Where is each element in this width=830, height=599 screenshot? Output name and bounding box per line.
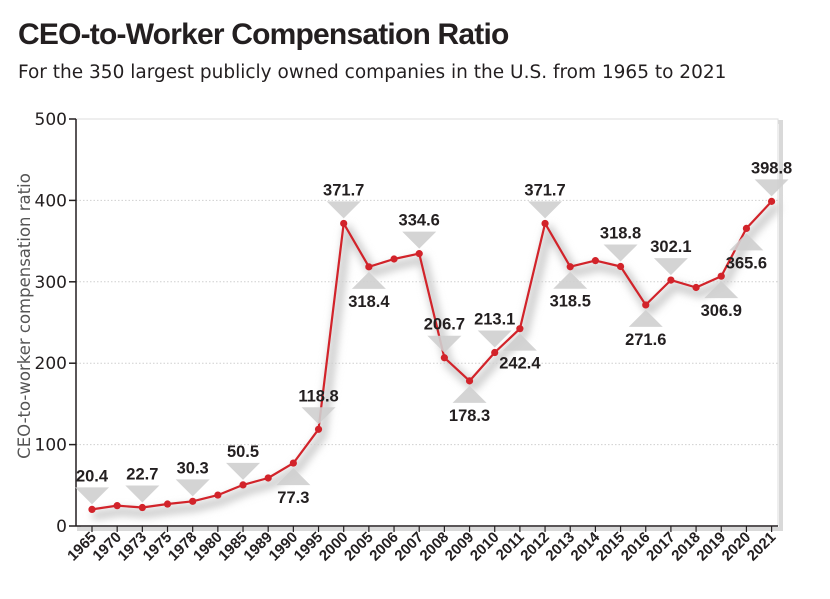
- data-point: [591, 257, 600, 265]
- data-label: 365.6: [726, 254, 767, 272]
- label-marker: [553, 271, 588, 289]
- chart-title: CEO-to-Worker Compensation Ratio: [18, 18, 509, 51]
- label-marker: [477, 330, 512, 348]
- data-point: [214, 491, 222, 499]
- y-tick-label: 500: [35, 110, 67, 130]
- label-marker: [301, 407, 336, 425]
- label-marker: [603, 244, 638, 262]
- data-label: 271.6: [625, 331, 666, 349]
- label-marker: [502, 333, 537, 351]
- data-label: 178.3: [449, 407, 490, 425]
- data-point: [692, 283, 700, 292]
- line-shadow: [91, 202, 781, 520]
- data-point: [415, 250, 423, 258]
- data-point: [717, 272, 725, 280]
- data-label: 398.8: [751, 159, 792, 177]
- series-line: [91, 200, 773, 511]
- data-point: [340, 219, 348, 228]
- data-point: [88, 505, 96, 513]
- label-marker: [326, 201, 361, 219]
- data-label: 213.1: [474, 311, 515, 329]
- data-label: 306.9: [701, 302, 742, 320]
- data-point: [440, 354, 448, 362]
- chart-subtitle: For the 350 largest publicly owned compa…: [18, 62, 727, 83]
- label-marker: [276, 468, 311, 486]
- y-axis-label: CEO-to-worker compensation ratio: [15, 173, 34, 459]
- y-tick-label: 400: [35, 191, 67, 211]
- label-marker: [452, 385, 487, 403]
- data-point: [491, 348, 499, 357]
- label-marker: [75, 487, 109, 505]
- data-label: 302.1: [650, 238, 691, 256]
- label-marker: [528, 201, 563, 219]
- y-tick-label: 200: [35, 354, 67, 374]
- data-label: 334.6: [399, 212, 440, 230]
- data-label: 318.8: [600, 224, 641, 242]
- label-marker: [653, 258, 688, 276]
- data-point: [289, 459, 297, 467]
- label-marker: [125, 485, 160, 503]
- data-point: [642, 301, 650, 309]
- data-point: [742, 224, 751, 233]
- data-point: [516, 325, 524, 333]
- data-point: [264, 474, 272, 482]
- data-point: [465, 377, 474, 385]
- data-label: 77.3: [277, 489, 309, 507]
- data-point: [767, 197, 776, 205]
- label-marker: [754, 179, 789, 197]
- data-point: [390, 255, 398, 263]
- label-marker: [402, 231, 437, 249]
- data-point: [365, 263, 373, 271]
- label-marker: [729, 233, 764, 251]
- data-point: [113, 502, 121, 510]
- data-label: 30.3: [177, 459, 209, 477]
- data-point: [314, 425, 323, 433]
- plot-frame: [75, 118, 779, 527]
- label-marker: [351, 271, 386, 289]
- data-label: 206.7: [424, 316, 465, 334]
- label-marker: [427, 335, 462, 353]
- data-label: 50.5: [227, 443, 259, 461]
- y-tick-label: 100: [35, 436, 67, 456]
- data-point: [239, 481, 247, 489]
- data-label: 20.4: [76, 467, 109, 485]
- data-label: 22.7: [126, 466, 158, 484]
- y-tick-label: 0: [56, 517, 67, 537]
- data-label: 318.5: [550, 293, 591, 311]
- label-marker: [628, 309, 663, 327]
- data-point: [616, 262, 625, 271]
- data-point: [566, 263, 574, 271]
- data-label: 242.4: [499, 355, 541, 373]
- y-tick-label: 300: [35, 273, 67, 293]
- x-tick-label: 2021: [744, 529, 780, 565]
- data-point: [541, 219, 549, 228]
- data-label: 118.8: [298, 387, 338, 405]
- data-point: [667, 276, 675, 284]
- data-point: [189, 497, 197, 505]
- data-point: [163, 500, 172, 508]
- data-point: [138, 503, 146, 512]
- label-marker: [704, 281, 739, 299]
- label-marker: [226, 462, 261, 480]
- data-label: 371.7: [323, 181, 364, 199]
- label-marker: [175, 479, 210, 497]
- data-label: 318.4: [348, 293, 390, 311]
- data-label: 371.7: [524, 181, 565, 199]
